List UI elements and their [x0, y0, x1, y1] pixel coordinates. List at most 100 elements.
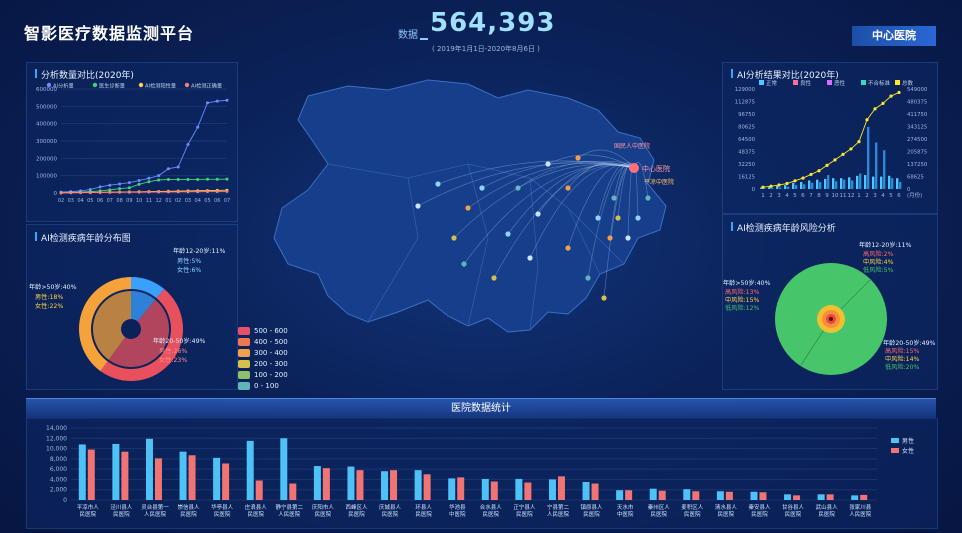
x-tick-label: 6	[801, 193, 805, 199]
total-point	[873, 107, 877, 111]
risk-center	[829, 317, 833, 321]
bar	[859, 173, 862, 189]
y-tick-label: 600000	[36, 87, 57, 93]
bar	[423, 474, 431, 500]
bar	[524, 482, 532, 500]
data-point	[225, 189, 229, 193]
bar	[557, 476, 565, 500]
y-tick-label: 32250	[738, 162, 755, 168]
y-tick-label: 4,000	[50, 476, 67, 483]
bar	[121, 451, 129, 500]
legend-swatch	[895, 80, 900, 85]
pie-label: 女性:22%	[35, 302, 63, 310]
city-dot	[535, 211, 541, 217]
x-tick-label: 人民医院	[547, 510, 570, 518]
x-tick-label: 04	[77, 198, 83, 204]
map-shape	[273, 79, 667, 333]
age-distribution-pie[interactable]: 年龄12-20岁:11%男性:5%女性:6%年龄>50岁:40%男性:18%女性…	[27, 239, 237, 389]
hospital-select-button[interactable]: 中心医院	[852, 26, 936, 46]
bar	[356, 470, 364, 500]
bar	[213, 457, 221, 500]
total-value: 564,393	[430, 8, 556, 38]
bar	[414, 470, 422, 500]
y-tick-label: 12,000	[46, 435, 67, 442]
data-point	[166, 190, 170, 194]
city-dot	[645, 195, 651, 201]
total-point	[833, 158, 837, 162]
total-point	[841, 152, 845, 156]
x-tick-label: 02	[175, 198, 181, 204]
flow-line	[481, 161, 635, 189]
data-point	[186, 190, 190, 194]
x-tick-label: 正宁县人	[513, 503, 536, 511]
heat-legend-item[interactable]: 400 - 500	[238, 336, 288, 347]
bar	[867, 126, 870, 189]
bar	[381, 471, 389, 500]
bar	[864, 175, 867, 189]
x-unit-label: (月份)	[907, 191, 922, 199]
bar	[800, 182, 803, 189]
risk-label: 高风险:13%	[725, 288, 760, 296]
bar	[289, 483, 297, 500]
bar	[481, 478, 489, 500]
region-map[interactable]: 中心医院 国民人中医院 平凉中医院	[268, 68, 694, 388]
x-tick-label: 02	[58, 198, 64, 204]
y-tick-label: 0	[63, 497, 67, 504]
pie-label: 年龄12-20岁:11%	[173, 247, 225, 255]
x-tick-label: 05	[87, 198, 93, 204]
x-tick-label: 7	[809, 193, 813, 199]
total-point	[785, 181, 789, 186]
data-point	[118, 187, 122, 191]
age-distribution-panel: AI检测疾病年龄分布图 年龄12-20岁:11% 男性:5% 女性:6% 年龄>50岁…	[26, 224, 238, 390]
data-point	[118, 182, 122, 186]
bar	[725, 491, 733, 500]
bar	[792, 182, 795, 189]
analysis-line-chart[interactable]: AI分析量 医生诊断量 AI检测阳性量 AI检测正确量 600000 500000 4000…	[27, 81, 237, 221]
data-point	[69, 191, 73, 195]
data-point	[108, 183, 112, 187]
x-tick-label: 6	[897, 193, 901, 199]
flow-line	[547, 154, 635, 169]
pie-hole	[122, 320, 140, 338]
bar	[246, 440, 254, 500]
bar	[793, 495, 801, 500]
pie-label: 男性:26%	[159, 347, 187, 355]
city-dot	[611, 195, 617, 201]
y2-tick-label: 549000	[907, 87, 928, 93]
bar	[832, 178, 835, 189]
risk-label: 年龄12-20岁:11%	[859, 241, 911, 249]
y-tick-label: 10,000	[46, 446, 67, 453]
data-point	[108, 188, 112, 192]
pie-label: 男性:18%	[35, 293, 63, 301]
bar	[280, 438, 288, 500]
bar	[856, 175, 859, 189]
heat-legend-item[interactable]: 500 - 600	[238, 325, 288, 336]
center-hospital-marker[interactable]	[629, 163, 639, 173]
pie-slice-inner	[108, 299, 169, 367]
bar	[787, 186, 790, 189]
age-risk-pie[interactable]: 年龄12-20岁:11%高风险:2%中风险:4% 年龄>50岁:40%高风险:13…	[723, 229, 937, 389]
city-dot	[461, 261, 467, 267]
hospital-stats-chart[interactable]: 14,000 12,000 10,000 8,000 6,000 4,000 2,000 0 平…	[27, 418, 937, 528]
x-tick-label: 民医院	[718, 510, 735, 518]
city-dot	[595, 215, 601, 221]
total-underline	[420, 38, 428, 40]
y-tick-label: 200000	[36, 156, 57, 162]
city-dot	[625, 235, 631, 241]
flow-line	[529, 164, 635, 259]
heat-legend-item[interactable]: 100 - 200	[238, 369, 288, 380]
risk-label: 高风险:15%	[885, 347, 920, 355]
heat-legend-item[interactable]: 300 - 400	[238, 347, 288, 358]
heat-legend-item[interactable]: 200 - 300	[238, 358, 288, 369]
flow-line	[463, 164, 635, 265]
x-tick-label: 1	[761, 193, 765, 199]
bar	[390, 470, 398, 500]
risk-label: 年龄>50岁:40%	[723, 279, 771, 287]
legend-swatch	[238, 326, 250, 335]
heat-legend-item[interactable]: 0 - 100	[238, 380, 288, 391]
y-tick-label: 8,000	[50, 456, 67, 463]
legend-label: AI检测正确量	[191, 82, 222, 90]
y-tick-label: 0	[54, 191, 58, 197]
legend-swatch	[759, 80, 764, 85]
